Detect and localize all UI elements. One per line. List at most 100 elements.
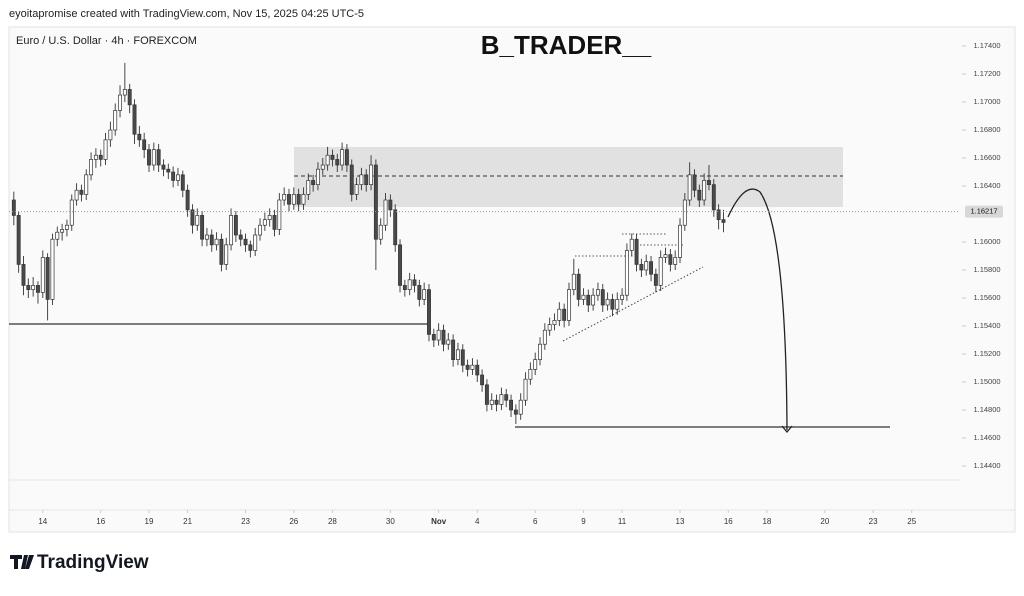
- y-tick-label: 1.14800: [973, 405, 1000, 414]
- candle-body: [697, 189, 702, 201]
- candle-body: [431, 334, 436, 341]
- candle-body: [248, 244, 253, 251]
- candle-body: [122, 89, 127, 96]
- candle-body: [233, 215, 238, 236]
- candle-body: [69, 199, 74, 226]
- candle-body: [282, 194, 287, 201]
- logo-text: TradingView: [37, 552, 149, 573]
- candle-body: [316, 168, 320, 185]
- candle-body: [455, 349, 460, 360]
- candle-body: [219, 238, 224, 265]
- candle-body: [595, 289, 600, 296]
- x-tick-label: 23: [869, 517, 878, 526]
- candle-body: [243, 238, 248, 246]
- candle-body: [673, 257, 678, 265]
- candle-body: [523, 378, 528, 401]
- candle-body: [509, 399, 514, 411]
- candle-body: [499, 394, 504, 405]
- candle-body: [398, 244, 402, 286]
- candle-body: [417, 285, 422, 300]
- candle-body: [663, 254, 668, 258]
- candle-body: [166, 168, 171, 173]
- candle-body: [291, 194, 296, 205]
- logo: TradingView: [10, 552, 149, 573]
- candle-body: [26, 285, 31, 290]
- x-tick-label: 20: [820, 517, 829, 526]
- y-tick-label: 1.14400: [973, 461, 1000, 470]
- x-tick-label: 19: [145, 517, 154, 526]
- candle-body: [649, 261, 653, 275]
- candle-body: [224, 244, 229, 265]
- candle-body: [60, 229, 65, 233]
- candle-body: [98, 154, 103, 160]
- candle-body: [301, 194, 306, 205]
- candle-body: [707, 180, 711, 185]
- candle-body: [513, 409, 518, 415]
- candle-body: [137, 133, 142, 141]
- candle-body: [311, 180, 316, 185]
- candle-body: [262, 219, 267, 226]
- candle-body: [504, 394, 509, 401]
- candle-body: [147, 149, 151, 166]
- candle-body: [330, 154, 335, 160]
- candle-body: [335, 159, 340, 166]
- candle-body: [542, 329, 547, 345]
- y-tick-label: 1.17400: [973, 41, 1000, 50]
- candle-body: [687, 174, 692, 201]
- candle-body: [204, 234, 209, 240]
- candle-body: [653, 273, 658, 286]
- candle-body: [190, 209, 195, 226]
- candle-body: [538, 343, 542, 360]
- candle-body: [494, 399, 499, 405]
- y-tick-label: 1.15200: [973, 349, 1000, 358]
- y-tick-label: 1.14600: [973, 433, 1000, 442]
- candle-body: [489, 399, 494, 405]
- candle-body: [518, 399, 523, 415]
- candle-body: [562, 308, 567, 321]
- y-tick-label: 1.15000: [973, 377, 1000, 386]
- x-tick-label: 30: [386, 517, 395, 526]
- x-tick-label: 11: [618, 517, 627, 526]
- chart-area: [8, 26, 1016, 533]
- candle-body: [629, 238, 634, 251]
- candle-body: [378, 224, 383, 240]
- candle-body: [79, 189, 84, 195]
- symbol: Euro / U.S. Dollar · 4h · FOREXCOM: [16, 35, 197, 47]
- candle-body: [547, 324, 552, 331]
- candle-body: [55, 231, 60, 240]
- x-tick-label: 6: [533, 517, 538, 526]
- candle-body: [412, 279, 417, 286]
- y-tick-label: 1.15600: [973, 293, 1000, 302]
- candle-body: [620, 294, 625, 300]
- candle-body: [581, 294, 586, 300]
- candle-body: [586, 294, 591, 306]
- candle-body: [354, 184, 359, 195]
- candle-body: [692, 174, 697, 191]
- candle-body: [484, 384, 489, 405]
- candle-body: [615, 299, 620, 310]
- candle-body: [402, 285, 407, 290]
- x-tick-label: 21: [183, 517, 192, 526]
- candle-body: [74, 189, 79, 201]
- y-tick-label: 1.17200: [973, 69, 1000, 78]
- candle-body: [470, 364, 475, 370]
- candle-body: [209, 234, 214, 246]
- candle-body: [533, 359, 538, 370]
- candle-body: [721, 219, 726, 223]
- y-tick-label: 1.16800: [973, 125, 1000, 134]
- candle-body: [678, 224, 682, 258]
- x-tick-label: 26: [289, 517, 298, 526]
- candle-body: [45, 257, 50, 300]
- candle-body: [253, 234, 258, 251]
- credit: eyoitapromise created with TradingView.c…: [9, 8, 364, 20]
- candle-body: [460, 349, 465, 366]
- x-tick-label: 28: [328, 517, 337, 526]
- candle-body: [446, 339, 451, 345]
- y-tick-label: 1.16000: [973, 237, 1000, 246]
- candle-body: [151, 149, 156, 166]
- candle-body: [238, 234, 243, 240]
- candle-body: [369, 164, 374, 185]
- candle-body: [93, 154, 98, 160]
- candle-body: [702, 180, 707, 201]
